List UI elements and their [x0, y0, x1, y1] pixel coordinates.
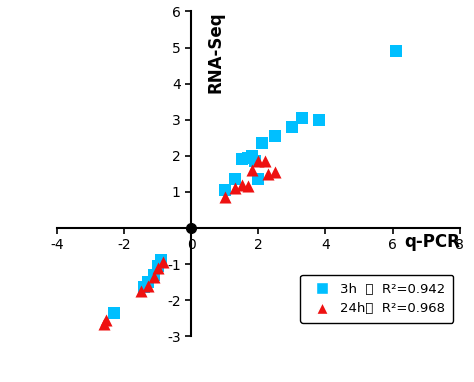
Point: [144, 283, 151, 289]
Point: [137, 288, 145, 294]
Point: [288, 124, 296, 130]
Point: [150, 274, 158, 280]
Point: [298, 115, 306, 121]
Point: [157, 257, 165, 264]
Point: [100, 320, 108, 327]
Text: RNA-Seq: RNA-Seq: [206, 11, 224, 93]
Point: [221, 187, 228, 193]
Point: [231, 185, 238, 191]
Point: [258, 140, 265, 146]
Point: [245, 154, 252, 160]
Point: [248, 167, 255, 173]
Point: [102, 317, 109, 323]
Point: [140, 284, 148, 291]
Point: [248, 153, 255, 159]
Point: [154, 265, 161, 271]
Point: [251, 158, 259, 164]
Point: [264, 171, 272, 177]
Point: [231, 176, 238, 182]
Point: [255, 176, 262, 182]
Point: [238, 156, 246, 162]
Point: [271, 169, 279, 175]
Legend: 3h  ：  R²=0.942, 24h：  R²=0.968: 3h ： R²=0.942, 24h： R²=0.968: [301, 275, 453, 323]
Point: [110, 310, 118, 316]
Point: [245, 183, 252, 189]
Point: [238, 181, 246, 188]
Point: [255, 158, 262, 164]
Point: [144, 279, 151, 285]
Point: [392, 48, 400, 54]
Point: [261, 158, 269, 164]
Point: [150, 272, 158, 278]
Point: [159, 259, 166, 265]
Point: [315, 117, 322, 123]
Point: [221, 194, 228, 200]
Text: q-PCR: q-PCR: [404, 233, 460, 251]
Point: [154, 263, 161, 269]
Point: [271, 133, 279, 139]
